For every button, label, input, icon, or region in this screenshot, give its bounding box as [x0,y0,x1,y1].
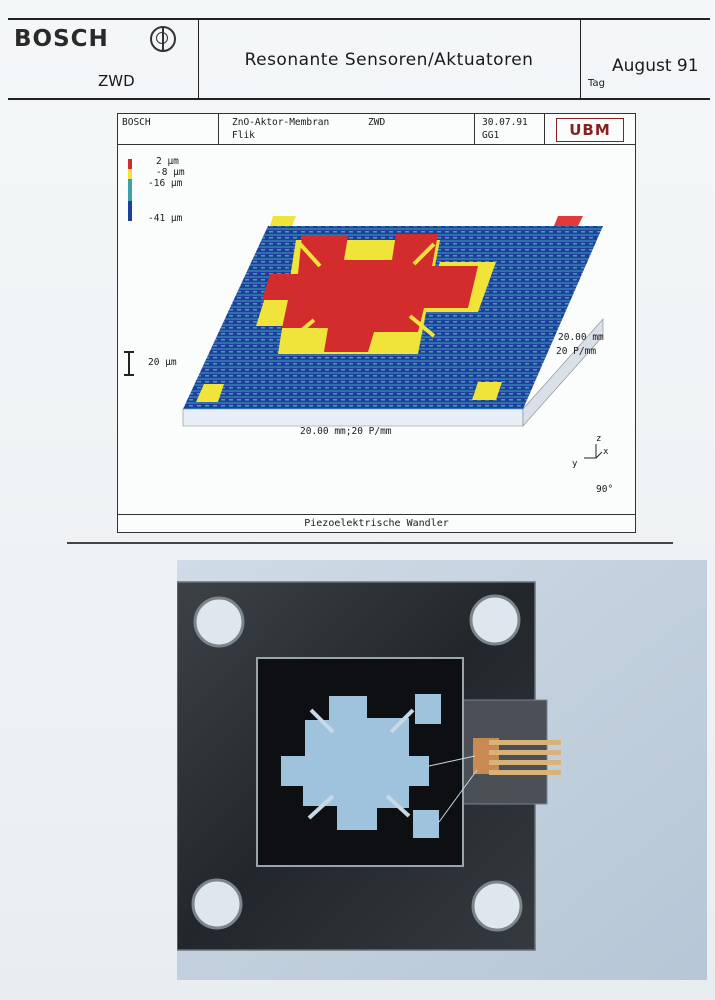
header-brand-cell: BOSCH ZWD [8,20,199,98]
section-divider [67,542,673,544]
plot-header-subject-cell: ZnO-Aktor-Membran Flik ZWD [218,114,475,144]
y-axis-length: 20.00 mm [558,332,604,343]
plot-header-date-cell: 30.07.91 GG1 [474,114,545,144]
axis-z-label: z [596,434,602,444]
legend-label: -16 µm [148,178,183,189]
scale-bar [128,351,130,375]
document-date: August 91 [612,56,699,76]
scale-bar-label: 20 µm [148,357,177,368]
axis-y-label: y [572,459,578,469]
plot-caption: Piezoelektrische Wandler [118,514,635,533]
plot-operator: Flik [232,130,255,141]
document-header: BOSCH ZWD Resonante Sensoren/Aktuatoren … [8,18,710,100]
plot-header-logo-cell: UBM [544,114,635,144]
plot-date: 30.07.91 [482,117,528,128]
department-code: ZWD [98,72,135,90]
plot-subject: ZnO-Aktor-Membran [232,117,330,128]
plot-brand: BOSCH [122,117,151,128]
document-title: Resonante Sensoren/Aktuatoren [244,50,534,70]
y-axis-resolution: 20 P/mm [556,346,597,357]
membrane-surface-render [182,216,604,427]
legend-label: -41 µm [148,213,183,224]
legend-color-red [128,159,132,169]
plot-header: BOSCH ZnO-Aktor-Membran Flik ZWD 30.07.9… [118,114,635,145]
surface-plot-printout: BOSCH ZnO-Aktor-Membran Flik ZWD 30.07.9… [117,113,636,533]
legend-color-blue [128,201,132,221]
plot-header-brand-cell: BOSCH [118,114,219,144]
plot-code: GG1 [482,130,500,141]
header-title-cell: Resonante Sensoren/Aktuatoren [198,20,581,98]
legend-color-yellow [128,169,132,179]
bosch-logo-icon [150,26,176,52]
view-angle: 90° [596,484,614,495]
device-photo [177,560,707,980]
legend-label: -8 µm [156,167,185,178]
plot-department: ZWD [368,117,386,128]
legend-label: 2 µm [156,156,179,167]
header-date-cell: August 91 Tag [580,20,710,98]
brand-name: BOSCH [14,26,109,52]
ubm-logo: UBM [556,118,624,142]
scale-bar-cap [124,351,134,353]
legend-color-teal [128,179,132,201]
orientation-axes-icon [584,444,603,459]
axis-x-label: x [603,447,609,457]
x-axis-label: 20.00 mm;20 P/mm [300,426,392,437]
scale-bar-cap [124,374,134,376]
date-label: Tag [588,78,605,89]
